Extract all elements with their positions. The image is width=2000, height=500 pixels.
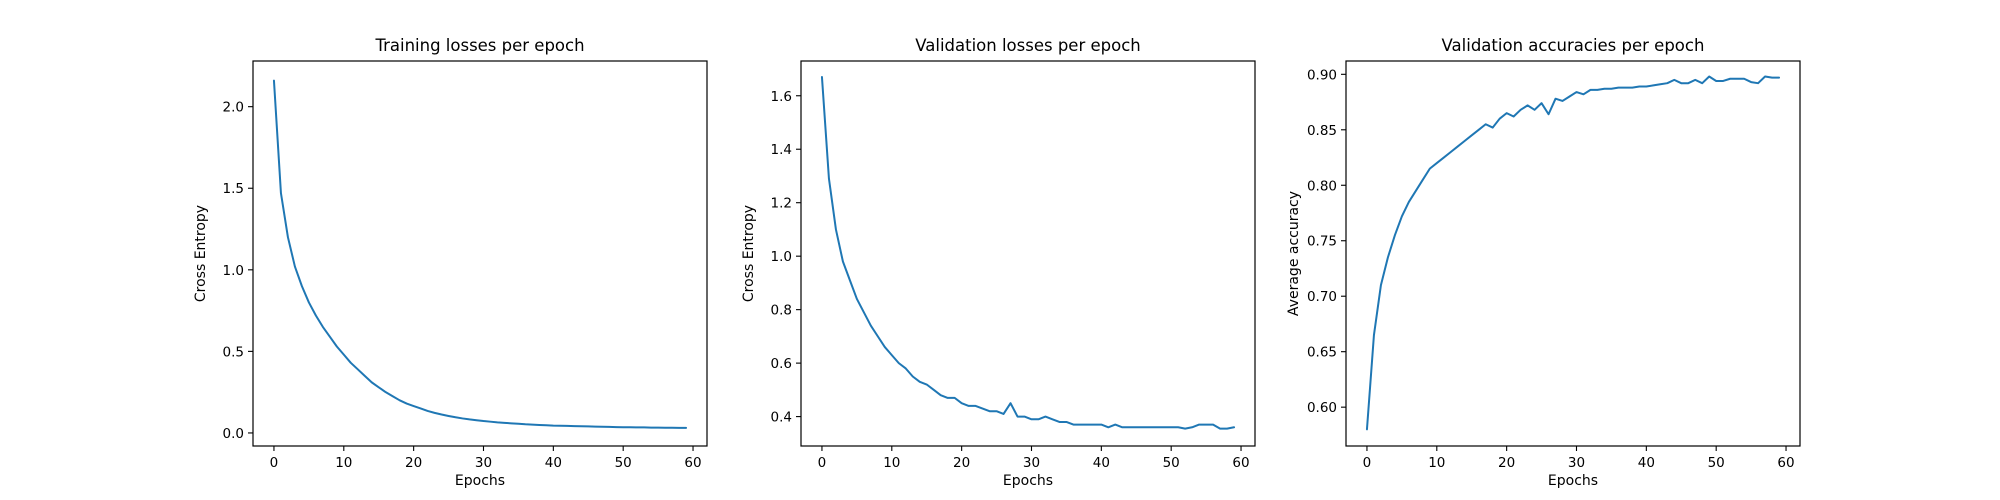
chart-panel-2: Validation losses per epoch 0 10 20 30 40 50 60… — [741, 36, 1256, 489]
y-tick-label: 0.65 — [1307, 345, 1337, 361]
series-line — [820, 76, 1236, 430]
x-tick-label: 60 — [684, 455, 701, 471]
y-axis-label: Cross Entropy — [741, 205, 757, 302]
chart-panel-1: Training losses per epoch 0 10 20 30 40 50 60 0.… — [193, 36, 708, 489]
x-tick-label: 10 — [883, 455, 900, 471]
y-tick-label: 0.8 — [771, 303, 792, 319]
x-tick-label: 40 — [1093, 455, 1110, 471]
chart-panel-3: Validation accuracies per epoch 0 10 20 30 40… — [1286, 36, 1801, 489]
chart-title: Validation losses per epoch — [915, 36, 1141, 55]
x-tick-label: 60 — [1777, 455, 1794, 471]
y-tick-label: 0.70 — [1307, 289, 1337, 305]
chart-title: Training losses per epoch — [374, 36, 584, 55]
y-tick-label: 0.60 — [1307, 400, 1337, 416]
x-tick-label: 0 — [1363, 455, 1372, 471]
x-tick-label: 40 — [1638, 455, 1655, 471]
y-tick-label: 1.6 — [771, 89, 792, 105]
x-tick-label: 30 — [1023, 455, 1040, 471]
y-tick-label: 2.0 — [223, 100, 244, 116]
plot-frame — [252, 60, 708, 447]
y-tick-label: 1.0 — [223, 263, 244, 279]
y-axis-label: Average accuracy — [1286, 191, 1302, 316]
plot-frame — [800, 60, 1256, 447]
y-tick-label: 0.85 — [1307, 123, 1337, 139]
x-axis-label: Epochs — [1548, 473, 1598, 489]
x-tick-label: 20 — [1498, 455, 1515, 471]
y-tick-label: 1.5 — [223, 181, 244, 197]
x-tick-label: 0 — [270, 455, 279, 471]
y-axis-label: Cross Entropy — [193, 205, 209, 302]
x-tick-label: 30 — [475, 455, 492, 471]
x-tick-label: 10 — [1428, 455, 1445, 471]
series-line — [272, 79, 688, 429]
x-tick-label: 50 — [1163, 455, 1180, 471]
plot-frame — [1345, 60, 1801, 447]
x-tick-label: 10 — [335, 455, 352, 471]
y-tick-label: 0.6 — [771, 356, 792, 372]
y-tick-label: 1.4 — [771, 142, 792, 158]
chart-title: Validation accuracies per epoch — [1442, 36, 1705, 55]
x-tick-label: 0 — [818, 455, 827, 471]
series-line — [1365, 75, 1781, 431]
x-tick-label: 30 — [1568, 455, 1585, 471]
x-tick-label: 40 — [545, 455, 562, 471]
y-tick-label: 0.75 — [1307, 234, 1337, 250]
y-tick-label: 1.2 — [771, 196, 792, 212]
y-tick-label: 1.0 — [771, 249, 792, 265]
y-tick-label: 0.5 — [223, 344, 244, 360]
y-tick-label: 0.0 — [223, 426, 244, 442]
x-axis-label: Epochs — [455, 473, 505, 489]
x-tick-label: 50 — [615, 455, 632, 471]
y-tick-label: 0.4 — [771, 410, 792, 426]
x-tick-label: 50 — [1708, 455, 1725, 471]
x-axis-label: Epochs — [1003, 473, 1053, 489]
y-tick-label: 0.80 — [1307, 178, 1337, 194]
x-tick-label: 60 — [1232, 455, 1249, 471]
x-tick-label: 20 — [405, 455, 422, 471]
x-tick-label: 20 — [953, 455, 970, 471]
y-tick-label: 0.90 — [1307, 67, 1337, 83]
